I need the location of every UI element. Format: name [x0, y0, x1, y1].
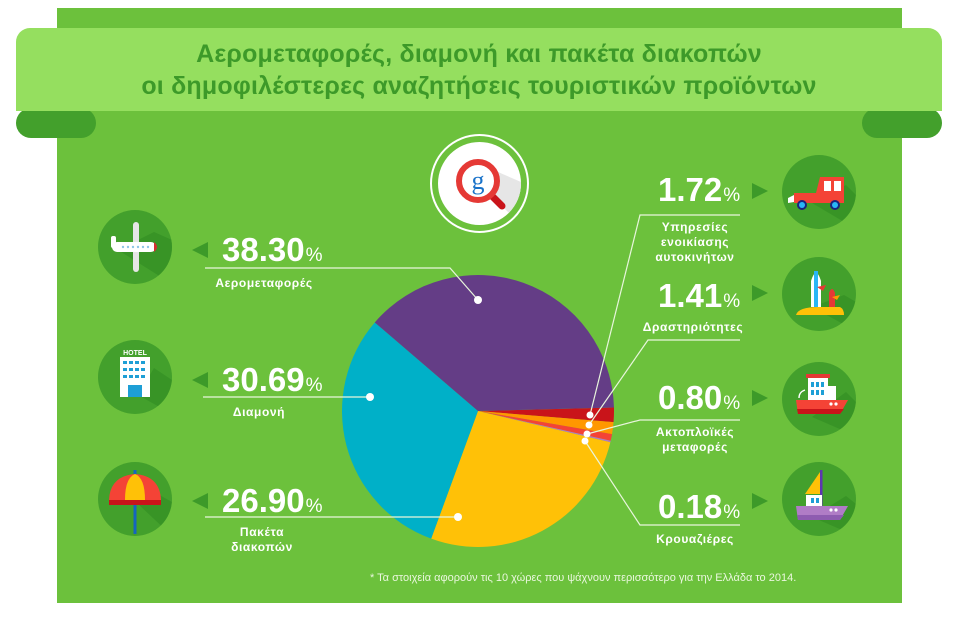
label-accommodation: Διαμονή	[232, 405, 286, 419]
title-banner: Αερομεταφορές, διαμονή και πακέτα διακοπ…	[16, 28, 942, 111]
value-activities: 1.41%	[658, 277, 741, 314]
pie-slice	[478, 407, 614, 423]
svg-text:HOTEL: HOTEL	[123, 350, 147, 357]
value-accommodation: 30.69%	[222, 361, 323, 398]
banner-fold-left	[16, 108, 96, 138]
surfboards-icon	[782, 257, 856, 331]
label-cruises: Κρουαζιέρες	[656, 532, 734, 546]
pie-slice	[431, 411, 611, 547]
label-car-rental: Υπηρεσίες ενοικίασης αυτοκινήτων	[655, 220, 735, 264]
pie-slice	[478, 411, 613, 441]
value-packages: 26.90%	[222, 482, 323, 519]
pie-slice	[341, 322, 478, 539]
label-airlines: Αερομεταφορές	[215, 276, 313, 290]
pie-slice	[478, 411, 614, 435]
pointer-arrow-ferries	[752, 390, 768, 406]
beach-umbrella-icon	[98, 462, 172, 536]
pointer-arrow-activities	[752, 285, 768, 301]
pie-slice	[374, 275, 614, 411]
title-line-1: Αερομεταφορές, διαμονή και πακέτα διακοπ…	[196, 39, 762, 68]
pointer-arrow-airlines	[192, 242, 208, 258]
footnote: * Τα στοιχεία αφορούν τις 10 χώρες που ψ…	[370, 572, 797, 584]
svg-text:g: g	[472, 166, 485, 195]
label-activities: Δραστηριότητες	[642, 320, 744, 334]
search-badge: g	[430, 134, 529, 233]
leader-lines	[203, 214, 740, 526]
banner-fold-right	[862, 108, 942, 138]
value-airlines: 38.30%	[222, 231, 323, 268]
pie-slice	[478, 411, 611, 443]
ferry-icon	[782, 362, 856, 436]
value-ferries: 0.80%	[658, 379, 741, 416]
value-car-rental: 1.72%	[658, 171, 741, 208]
value-cruises: 0.18%	[658, 488, 741, 525]
pointer-arrow-accommodation	[192, 372, 208, 388]
pointer-arrow-car-rental	[752, 183, 768, 199]
car-icon	[782, 155, 856, 229]
pointer-arrow-cruises	[752, 493, 768, 509]
title-line-2: οι δημοφιλέστερες αναζητήσεις τουριστικώ…	[141, 71, 817, 100]
label-ferries: Ακτοπλοϊκές μεταφορές	[655, 425, 735, 454]
airplane-icon	[98, 210, 172, 284]
label-packages: Πακέτα διακοπών	[231, 525, 293, 554]
cruise-sailboat-icon	[782, 462, 856, 536]
pointer-arrow-packages	[192, 493, 208, 509]
hotel-icon: HOTEL	[98, 340, 172, 414]
